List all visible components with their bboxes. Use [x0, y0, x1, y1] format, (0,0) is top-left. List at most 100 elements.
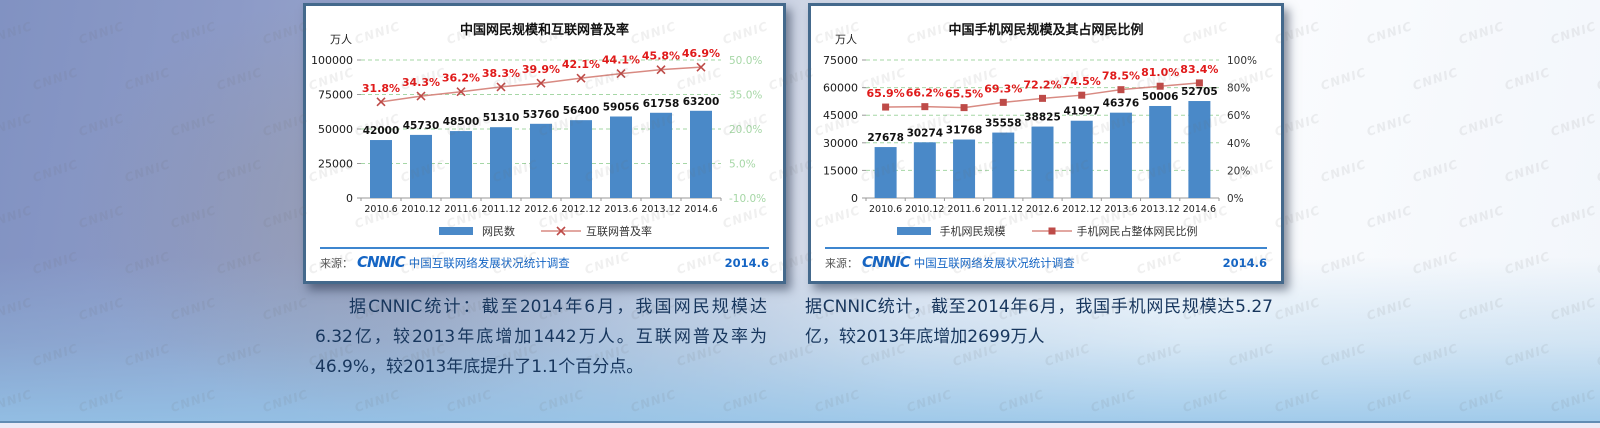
source-prefix: 来源：	[320, 257, 353, 270]
svg-text:2012.12: 2012.12	[1062, 204, 1101, 215]
svg-text:45000: 45000	[823, 109, 858, 122]
watermark-text: CNNIC	[812, 387, 863, 415]
watermark-text: CNNIC	[1410, 249, 1461, 277]
watermark-text: CNNIC	[1410, 65, 1461, 93]
watermark-text: CNNIC	[1548, 295, 1599, 323]
watermark-text: CNNIC	[30, 249, 81, 277]
watermark-text: CNNIC	[214, 249, 265, 277]
svg-text:30000: 30000	[823, 137, 858, 150]
watermark-text: CNNIC	[1318, 65, 1369, 93]
svg-text:46376: 46376	[1103, 98, 1140, 110]
svg-text:42000: 42000	[363, 125, 400, 137]
svg-text:20%: 20%	[1227, 165, 1250, 177]
svg-text:-10.0%: -10.0%	[729, 193, 766, 205]
watermark-text: CNNIC	[0, 203, 35, 231]
svg-text:50000: 50000	[318, 123, 353, 136]
svg-text:42.1%: 42.1%	[562, 58, 600, 71]
svg-text:78.5%: 78.5%	[1102, 70, 1140, 83]
watermark-text: CNNIC	[583, 0, 632, 1]
legend-label: 手机网民规模	[939, 225, 1006, 238]
legend-item: 手机网民占整体网民比例	[1031, 223, 1198, 239]
svg-text:2011.6: 2011.6	[947, 204, 980, 215]
watermark-text: CNNIC	[1548, 203, 1599, 231]
watermark-text: CNNIC	[1318, 157, 1369, 185]
svg-text:56400: 56400	[563, 105, 600, 117]
svg-text:35.0%: 35.0%	[729, 90, 762, 102]
watermark-text: CNNIC	[1456, 387, 1507, 415]
watermark-text: CNNIC	[1088, 387, 1139, 415]
svg-text:59056: 59056	[603, 102, 640, 114]
watermark-text: CNNIC	[122, 249, 173, 277]
svg-text:51310: 51310	[483, 112, 520, 124]
svg-text:2011.6: 2011.6	[444, 204, 477, 215]
watermark-text: CNNIC	[215, 0, 264, 1]
watermark-text: CNNIC	[1456, 203, 1507, 231]
svg-text:2010.6: 2010.6	[869, 204, 902, 215]
chart-legend: 手机网民规模 手机网民占整体网民比例	[811, 223, 1281, 239]
watermark-text: CNNIC	[1456, 19, 1507, 47]
watermark-text: CNNIC	[0, 295, 35, 323]
watermark-text: CNNIC	[1227, 0, 1276, 1]
svg-text:0%: 0%	[1227, 193, 1244, 205]
watermark-text: CNNIC	[1548, 111, 1599, 139]
svg-text:60%: 60%	[1227, 110, 1250, 122]
watermark-text: CNNIC	[859, 0, 908, 1]
svg-text:2014.6: 2014.6	[1183, 204, 1216, 215]
watermark-text: CNNIC	[1594, 341, 1600, 369]
watermark-text: CNNIC	[720, 387, 771, 415]
x-axis: 2010.6 2010.12 2011.6 2011.12 2012.6 2012.12 2…	[360, 197, 722, 215]
svg-text:2012.6: 2012.6	[524, 204, 557, 215]
watermark-text: CNNIC	[1502, 65, 1553, 93]
watermark-text: CNNIC	[214, 341, 265, 369]
watermark-text: CNNIC	[260, 387, 311, 415]
source-divider-line	[825, 247, 1267, 249]
watermark-text: CNNIC	[1594, 249, 1600, 277]
source-date: 2014.6	[1222, 256, 1267, 270]
svg-text:31.8%: 31.8%	[362, 82, 400, 95]
watermark-text: CNNIC	[1364, 203, 1415, 231]
svg-text:20.0%: 20.0%	[729, 124, 762, 136]
svg-text:38825: 38825	[1024, 112, 1061, 124]
svg-text:63200: 63200	[683, 96, 720, 108]
svg-text:50.0%: 50.0%	[729, 55, 762, 67]
legend-label: 网民数	[482, 225, 515, 238]
chart-title: 中国网民规模和互联网普及率	[459, 23, 629, 38]
source-row: 来源： CNNIC 中国互联网络发展状况统计调查 2014.6	[825, 253, 1267, 271]
legend-bar-swatch	[896, 227, 931, 235]
watermark-text: CNNIC	[996, 387, 1047, 415]
svg-text:45.8%: 45.8%	[642, 50, 680, 63]
svg-text:39.9%: 39.9%	[522, 63, 560, 76]
svg-text:0: 0	[346, 192, 353, 205]
svg-text:66.2%: 66.2%	[906, 87, 944, 100]
watermark-text: CNNIC	[1502, 341, 1553, 369]
chart-panel-mobile-users: 0 0% 15000 20% 30000 40% 45000 60% 60000 80% 75000…	[808, 3, 1284, 284]
watermark-text: CNNIC	[76, 19, 127, 47]
watermark-text: CNNIC	[76, 203, 127, 231]
watermark-text: CNNIC	[399, 0, 448, 1]
watermark-text: CNNIC	[168, 111, 219, 139]
legend-item: 网民数	[437, 223, 515, 239]
watermark-text: CNNIC	[1364, 295, 1415, 323]
watermark-text: CNNIC	[168, 203, 219, 231]
watermark-text: CNNIC	[1410, 341, 1461, 369]
watermark-text: CNNIC	[168, 387, 219, 415]
legend-item: 互联网普及率	[541, 223, 652, 239]
svg-text:40%: 40%	[1227, 138, 1250, 150]
watermark-text: CNNIC	[951, 0, 1000, 1]
watermark-text: CNNIC	[30, 65, 81, 93]
y-axis-unit-label: 万人	[835, 33, 857, 46]
source-survey-name: 中国互联网络发展状况统计调查	[913, 256, 1075, 270]
svg-text:0: 0	[851, 192, 858, 205]
watermark-text: CNNIC	[1548, 387, 1599, 415]
chart-legend: 网民数 互联网普及率	[306, 223, 783, 239]
svg-text:38.3%: 38.3%	[482, 67, 520, 80]
watermark-text: CNNIC	[904, 387, 955, 415]
svg-text:30274: 30274	[907, 127, 944, 139]
watermark-text: CNNIC	[122, 65, 173, 93]
watermark-text: CNNIC	[444, 387, 495, 415]
watermark-text: CNNIC	[1548, 19, 1599, 47]
watermark-text: CNNIC	[491, 0, 540, 1]
svg-text:60000: 60000	[823, 82, 858, 95]
